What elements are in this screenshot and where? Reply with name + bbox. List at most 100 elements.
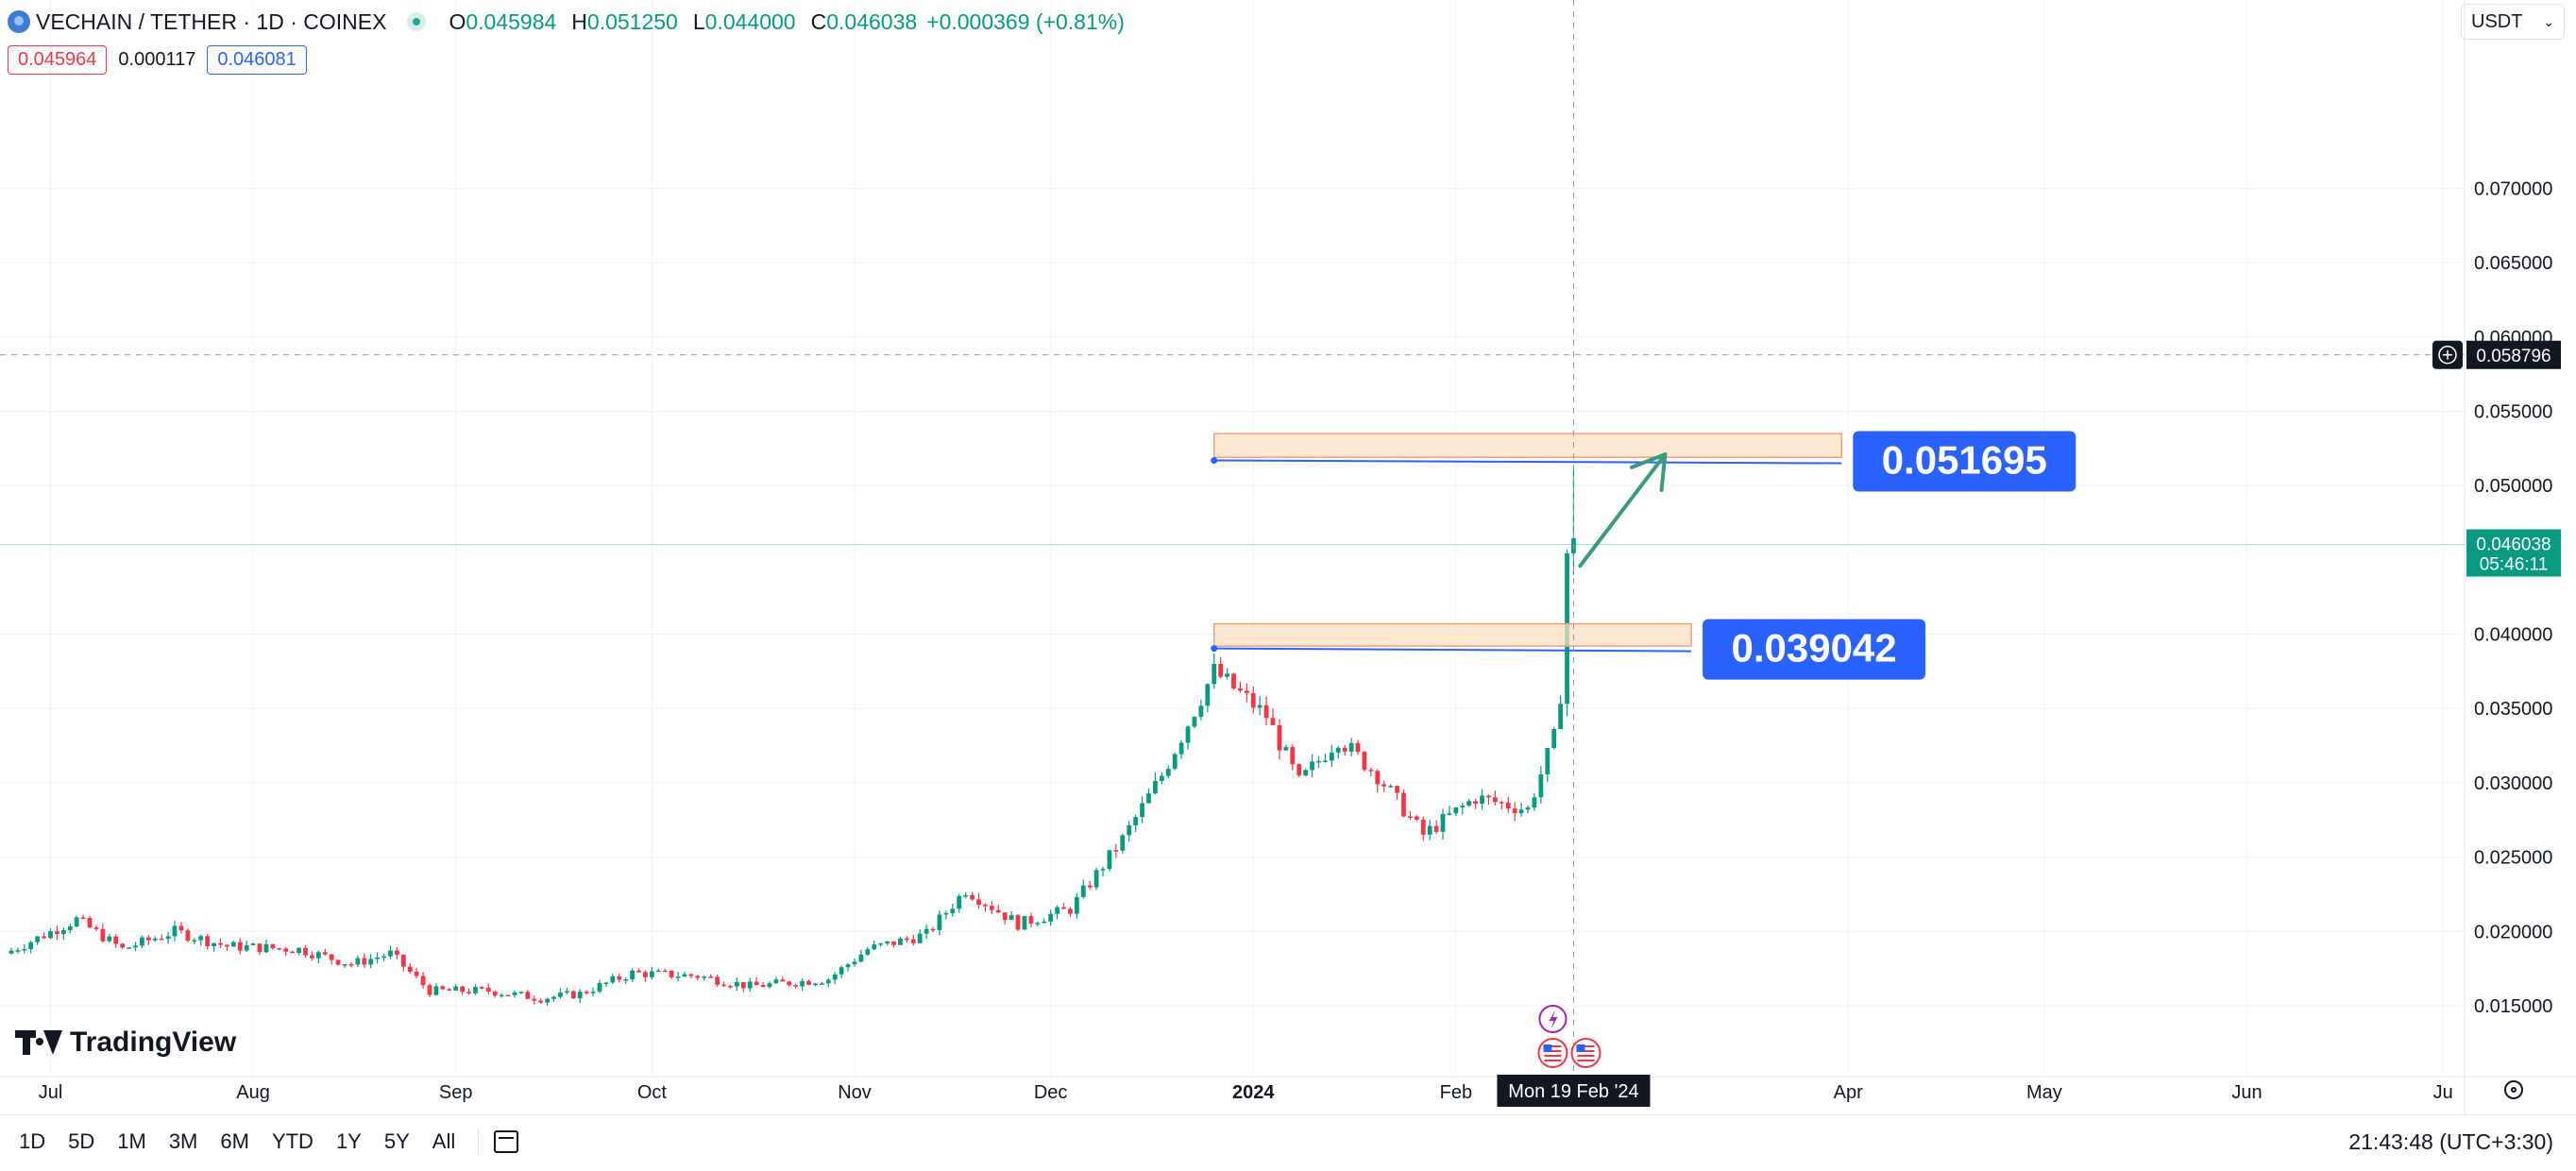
candle-body bbox=[800, 980, 805, 987]
candle-body bbox=[1323, 760, 1328, 762]
supply-zone-rectangle[interactable] bbox=[1212, 622, 1692, 647]
candle-body bbox=[1127, 825, 1132, 836]
timeframe-1m[interactable]: 1M bbox=[117, 1129, 146, 1153]
candle-body bbox=[760, 985, 766, 988]
us-flag-event-icon[interactable] bbox=[1537, 1038, 1568, 1068]
timeframe-1d[interactable]: 1D bbox=[19, 1129, 46, 1153]
candle-body bbox=[1551, 729, 1557, 749]
candle-body bbox=[315, 952, 321, 959]
timeframe-5y[interactable]: 5Y bbox=[383, 1129, 410, 1153]
candle-body bbox=[1042, 921, 1047, 924]
candle-body bbox=[192, 940, 197, 942]
buy-price-button[interactable]: 0.046081 bbox=[207, 45, 307, 75]
candle-body bbox=[1532, 797, 1537, 808]
time-tick-label: Jul bbox=[39, 1082, 63, 1103]
candle-body bbox=[538, 1000, 544, 1003]
candle-body bbox=[825, 979, 831, 984]
time-tick-label: 2024 bbox=[1232, 1082, 1275, 1103]
gear-icon[interactable] bbox=[2504, 1080, 2523, 1099]
price-tick-label: 0.015000 bbox=[2474, 996, 2552, 1017]
candle-body bbox=[335, 959, 341, 965]
candle-body bbox=[1218, 664, 1224, 677]
candle-body bbox=[564, 991, 569, 993]
level-anchor-point[interactable] bbox=[1211, 645, 1218, 653]
candle-body bbox=[172, 925, 178, 937]
candle-body bbox=[1453, 806, 1459, 814]
candle-body bbox=[400, 954, 406, 967]
candle-body bbox=[1178, 742, 1184, 755]
candle-body bbox=[623, 979, 629, 981]
candle-body bbox=[1244, 690, 1249, 694]
sell-price-button[interactable]: 0.045964 bbox=[8, 45, 108, 75]
timeframe-ytd[interactable]: YTD bbox=[271, 1129, 314, 1153]
level-price-callout[interactable] bbox=[1703, 619, 1926, 680]
candle-body bbox=[1329, 752, 1334, 761]
candle-body bbox=[277, 948, 282, 950]
level-price-callout[interactable] bbox=[1853, 431, 2076, 492]
candle-body bbox=[499, 994, 504, 997]
candle-body bbox=[283, 948, 289, 952]
symbol-title[interactable]: VECHAIN / TETHER · 1D · COINEX bbox=[36, 8, 387, 34]
candle-body bbox=[8, 950, 14, 954]
candle-body bbox=[898, 938, 903, 945]
target-arrow[interactable] bbox=[1578, 452, 1668, 569]
clock-display[interactable]: 21:43:48 (UTC+3:30) bbox=[2348, 1129, 2553, 1154]
calendar-icon[interactable] bbox=[494, 1130, 519, 1153]
timeframe-3m[interactable]: 3M bbox=[168, 1129, 198, 1153]
timeframe-5d[interactable]: 5D bbox=[68, 1129, 95, 1153]
candle-body bbox=[819, 983, 824, 985]
candle-body bbox=[1212, 664, 1217, 685]
price-chart[interactable]: 0.0700000.0650000.0600000.0550000.050000… bbox=[0, 0, 2576, 1114]
supply-zone-rectangle[interactable] bbox=[1212, 433, 1843, 459]
candle-body bbox=[728, 986, 733, 988]
last-price-tag bbox=[2466, 529, 2561, 577]
candle-body bbox=[1558, 704, 1564, 730]
timeframe-6m[interactable]: 6M bbox=[220, 1129, 249, 1153]
candle-body bbox=[1002, 912, 1008, 921]
price-tick-label: 0.025000 bbox=[2474, 848, 2552, 869]
candle-body bbox=[440, 986, 446, 990]
candle-body bbox=[1388, 786, 1394, 788]
currency-select[interactable]: USDT ⌄ bbox=[2461, 4, 2565, 40]
candle-body bbox=[806, 980, 811, 985]
ohlc-low-key: L bbox=[692, 8, 705, 34]
candle-body bbox=[878, 942, 884, 945]
price-tick-label: 0.055000 bbox=[2474, 402, 2552, 423]
candle-body bbox=[485, 987, 491, 993]
candle-body bbox=[1505, 802, 1511, 809]
plus-circle-icon[interactable] bbox=[2438, 346, 2457, 365]
candle-body bbox=[212, 942, 216, 946]
tradingview-mark-icon bbox=[15, 1030, 62, 1055]
candle-body bbox=[1185, 726, 1191, 743]
candle-body bbox=[643, 972, 648, 977]
time-tick-label: Oct bbox=[637, 1082, 668, 1103]
candle-body bbox=[904, 938, 909, 941]
candle-body bbox=[1395, 786, 1399, 793]
time-tick-label: Feb bbox=[1440, 1082, 1472, 1103]
target-arrow-head[interactable] bbox=[1629, 452, 1668, 492]
tradingview-logo[interactable]: TradingView bbox=[15, 1026, 236, 1060]
candle-body bbox=[1420, 819, 1426, 835]
candle-body bbox=[839, 967, 844, 975]
candle-body bbox=[1375, 771, 1381, 785]
candle-body bbox=[1008, 915, 1014, 921]
candle-body bbox=[1257, 704, 1263, 708]
horizontal-level-line[interactable] bbox=[1213, 459, 1842, 465]
timeframe-1y[interactable]: 1Y bbox=[335, 1129, 362, 1153]
candle-body bbox=[466, 992, 471, 993]
us-flag-event-icon[interactable] bbox=[1570, 1038, 1602, 1068]
candle-body bbox=[1015, 915, 1021, 930]
last-price-label: 0.046038 bbox=[2476, 535, 2551, 555]
candle-body bbox=[1460, 806, 1466, 807]
candle-body bbox=[773, 979, 779, 984]
candle-body bbox=[1473, 801, 1479, 805]
timeframe-all[interactable]: All bbox=[432, 1129, 456, 1153]
candle-body bbox=[473, 987, 478, 993]
spread-value: 0.000117 bbox=[118, 49, 196, 70]
horizontal-level-line[interactable] bbox=[1213, 647, 1692, 653]
candle-body bbox=[1093, 870, 1099, 888]
candle-body bbox=[113, 936, 119, 944]
level-anchor-point[interactable] bbox=[1211, 457, 1218, 465]
price-tick-label: 0.050000 bbox=[2474, 476, 2552, 497]
candle-body bbox=[1022, 916, 1027, 930]
